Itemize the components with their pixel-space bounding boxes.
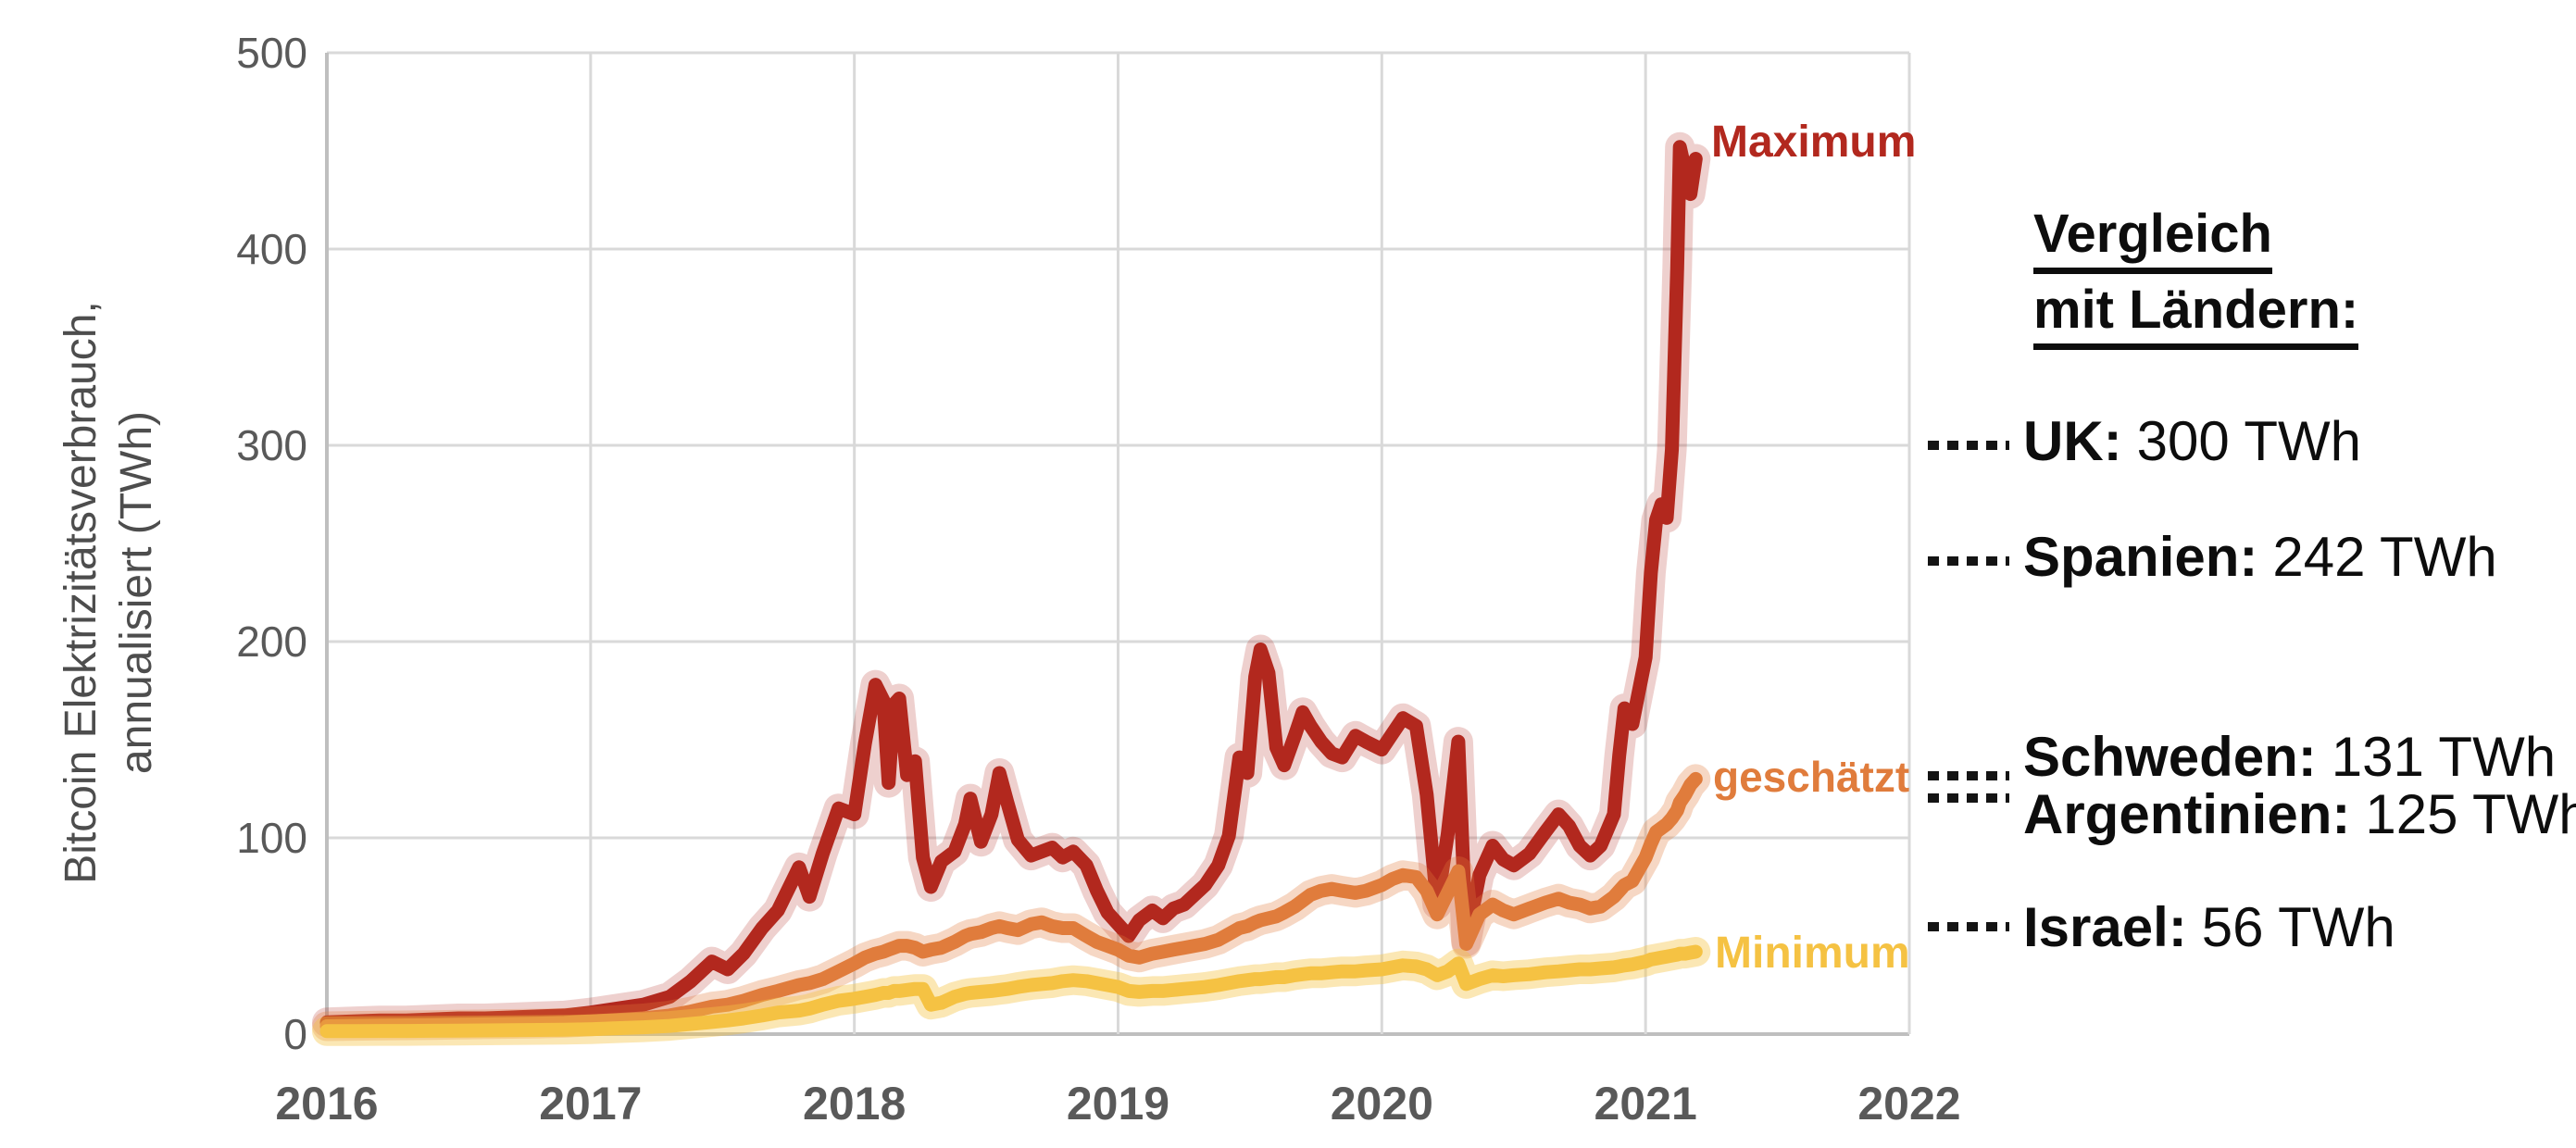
y-tick-label: 100 (236, 814, 307, 862)
x-tick-label: 2017 (539, 1078, 643, 1129)
comparison-country-name: Israel: (2023, 896, 2187, 958)
comparison-item-spanien: Spanien: 242 TWh (2023, 526, 2497, 589)
y-tick-label: 500 (236, 29, 307, 77)
comparison-country-name: Spanien: (2023, 526, 2258, 588)
comparison-country-value: 131 TWh (2331, 726, 2557, 788)
comparison-item-schweden: Schweden: 131 TWh (2023, 726, 2556, 789)
x-tick-label: 2018 (803, 1078, 907, 1129)
x-tick-label: 2020 (1330, 1078, 1433, 1129)
comparison-country-value: 125 TWh (2365, 783, 2576, 845)
comparison-heading: Vergleich mit Ländern: (2033, 206, 2359, 357)
comparison-country-value: 300 TWh (2136, 410, 2361, 472)
comparison-item-israel: Israel: 56 TWh (2023, 896, 2395, 959)
series-line-geschätzt (319, 771, 1703, 1033)
comparison-country-value: 242 TWh (2272, 526, 2497, 588)
comparison-heading-line2: mit Ländern: (2033, 281, 2359, 350)
y-axis-title-line1: Bitcoin Elektrizitätsverbrauch, (56, 301, 106, 884)
comparison-dotted-line-israel (1928, 922, 2009, 931)
series-label-minimum: Minimum (1715, 929, 1910, 978)
comparison-item-argentinien: Argentinien: 125 TWh (2023, 783, 2576, 846)
series-line-minimum (319, 944, 1703, 1039)
x-tick-label: 2021 (1594, 1078, 1697, 1129)
comparison-country-name: UK: (2023, 410, 2122, 472)
y-tick-label: 0 (283, 1010, 307, 1058)
y-tick-label: 400 (236, 225, 307, 273)
comparison-dotted-line-argentinien (1928, 793, 2009, 803)
y-tick-label: 300 (236, 421, 307, 469)
comparison-country-name: Schweden: (2023, 726, 2317, 788)
comparison-dotted-line-schweden (1928, 771, 2009, 780)
comparison-country-value: 56 TWh (2201, 896, 2395, 958)
comparison-dotted-line-uk (1928, 441, 2009, 450)
x-tick-label: 2016 (275, 1078, 379, 1129)
series-label-geschaetzt: geschätzt (1713, 753, 1910, 801)
comparison-dotted-line-spanien (1928, 556, 2009, 566)
series-label-maximum: Maximum (1711, 118, 1917, 167)
x-tick-label: 2022 (1857, 1078, 1961, 1129)
series-line-maximum (319, 140, 1703, 1029)
comparison-country-name: Argentinien: (2023, 783, 2351, 845)
x-tick-label: 2019 (1066, 1078, 1170, 1129)
comparison-heading-line1: Vergleich (2033, 206, 2272, 274)
y-tick-label: 200 (236, 618, 307, 666)
comparison-item-uk: UK: 300 TWh (2023, 410, 2361, 473)
